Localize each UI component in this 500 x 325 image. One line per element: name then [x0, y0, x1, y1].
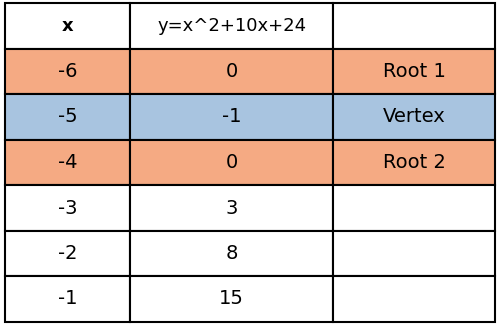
Text: 8: 8 [226, 244, 238, 263]
Bar [334, 49, 495, 94]
Text: x: x [62, 17, 74, 35]
Bar [5, 94, 130, 140]
Bar [5, 3, 130, 49]
Bar [334, 94, 495, 140]
Text: -2: -2 [58, 244, 77, 263]
Bar [130, 140, 334, 185]
Text: 0: 0 [226, 62, 238, 81]
Text: y=x^2+10x+24: y=x^2+10x+24 [157, 17, 306, 35]
Bar [5, 49, 130, 94]
Text: 3: 3 [226, 199, 238, 217]
Text: Vertex: Vertex [383, 108, 446, 126]
Bar [130, 94, 334, 140]
Bar [130, 49, 334, 94]
Text: Root 1: Root 1 [382, 62, 446, 81]
Text: -4: -4 [58, 153, 77, 172]
Bar [334, 185, 495, 231]
Bar [334, 231, 495, 276]
Bar [5, 231, 130, 276]
Text: Root 2: Root 2 [382, 153, 446, 172]
Text: 0: 0 [226, 153, 238, 172]
Bar [334, 140, 495, 185]
Bar [130, 185, 334, 231]
Text: -1: -1 [222, 108, 242, 126]
Bar [334, 276, 495, 322]
Text: 15: 15 [219, 290, 244, 308]
Bar [5, 276, 130, 322]
Bar [130, 3, 334, 49]
Text: -3: -3 [58, 199, 77, 217]
Text: -6: -6 [58, 62, 77, 81]
Text: -1: -1 [58, 290, 77, 308]
Bar [5, 185, 130, 231]
Bar [130, 276, 334, 322]
Bar [130, 231, 334, 276]
Bar [334, 3, 495, 49]
Bar [5, 140, 130, 185]
Text: -5: -5 [58, 108, 78, 126]
